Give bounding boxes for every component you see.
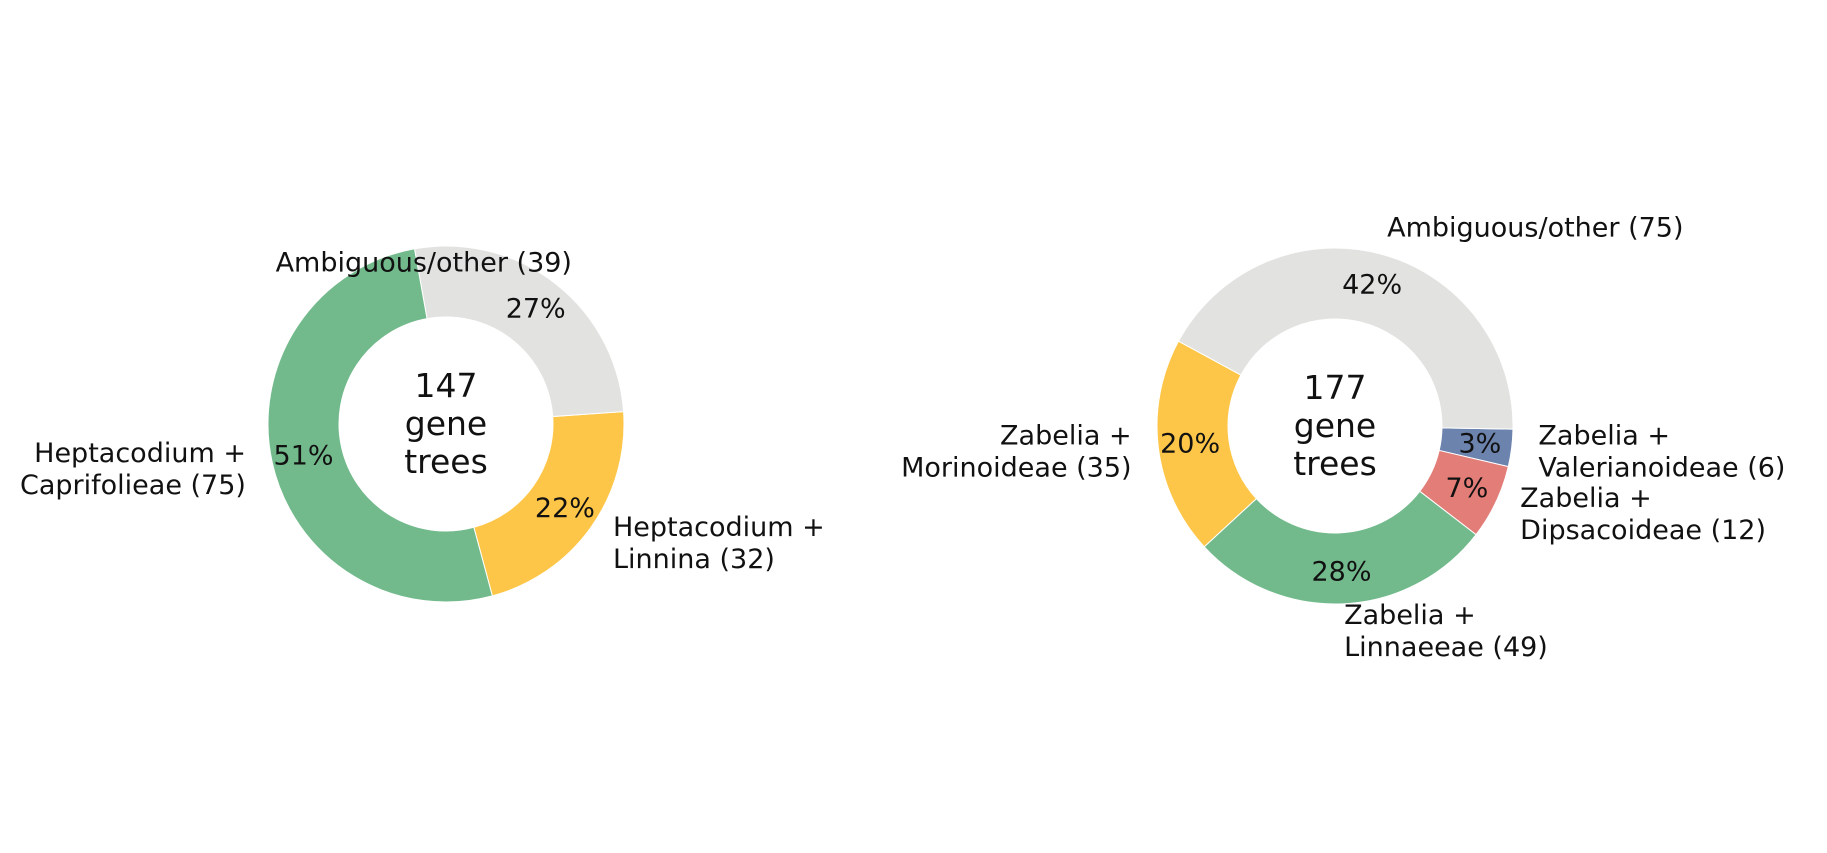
slice-label-heptacodium-linnina-32: Heptacodium + Linnina (32) — [613, 512, 825, 575]
donut-chart-left: 22%Heptacodium + Linnina (32)51%Heptacodi… — [20, 245, 825, 603]
donut-chart-right: 3% Zabelia + Valerianoideae (6)7% Zabelia +… — [901, 213, 1785, 663]
slice-label-zabelia-morinoideae-35: Zabelia + Morinoideae (35) — [901, 420, 1131, 483]
center-label: 177 gene trees — [1293, 368, 1377, 483]
slice-label-line: Heptacodium + — [613, 512, 825, 543]
percent-label-heptacodium-linnina-32: 22% — [535, 493, 595, 524]
slice-label-line: Zabelia + — [1520, 483, 1652, 514]
slice-heptacodium-linnina-32 — [473, 411, 625, 597]
slice-ambiguous-other-39 — [414, 245, 625, 418]
slice-label-line: Zabelia + — [1538, 420, 1670, 451]
percent-label-heptacodium-caprifolieae-75: 51% — [274, 440, 334, 471]
percent-label-zabelia-morinoideae-35: 20% — [1160, 429, 1220, 460]
slice-label-line: Heptacodium + — [34, 438, 246, 469]
center-label: 147 gene trees — [404, 366, 488, 481]
center-label-line: gene — [1294, 406, 1376, 445]
center-label-line: 177 — [1304, 368, 1367, 407]
slice-label-line: Ambiguous/other (39) — [276, 247, 572, 278]
slice-heptacodium-caprifolieae-75 — [267, 248, 493, 603]
slice-label-line: Zabelia + — [1344, 600, 1476, 631]
center-label-line: trees — [1293, 444, 1377, 483]
slice-label-zabelia-linnaeeae-49: Zabelia + Linnaeeae (49) — [1344, 600, 1548, 663]
slice-label-ambiguous-other-39: Ambiguous/other (39) — [276, 247, 572, 278]
slice-label-line: Zabelia + — [1000, 420, 1132, 451]
slice-label-line: Linnina (32) — [613, 544, 775, 575]
center-label-line: trees — [404, 442, 488, 481]
slice-label-ambiguous-other-75: Ambiguous/other (75) — [1387, 213, 1683, 244]
center-label-line: gene — [405, 404, 487, 443]
slice-label-zabelia-valerianoideae-6: Zabelia + Valerianoideae (6) — [1538, 420, 1785, 483]
center-label-line: 147 — [415, 366, 478, 405]
slice-label-line: Ambiguous/other (75) — [1387, 213, 1683, 244]
percent-label-zabelia-dipsacoideae-12: 7% — [1445, 473, 1488, 504]
slice-label-heptacodium-caprifolieae-75: Heptacodium + Caprifolieae (75) — [20, 438, 246, 501]
slice-label-zabelia-dipsacoideae-12: Zabelia + Dipsacoideae (12) — [1520, 483, 1766, 546]
percent-label-zabelia-linnaeeae-49: 28% — [1312, 556, 1372, 587]
slice-label-line: Linnaeeae (49) — [1344, 632, 1548, 663]
slice-label-line: Morinoideae (35) — [901, 452, 1131, 483]
slice-label-line: Caprifolieae (75) — [20, 470, 246, 501]
slice-ambiguous-other-75 — [1177, 247, 1514, 430]
slice-label-line: Dipsacoideae (12) — [1520, 515, 1766, 546]
slice-label-line: Valerianoideae (6) — [1538, 452, 1785, 483]
percent-label-ambiguous-other-39: 27% — [506, 293, 566, 324]
percent-label-zabelia-valerianoideae-6: 3% — [1458, 429, 1501, 460]
percent-label-ambiguous-other-75: 42% — [1342, 269, 1402, 300]
slice-zabelia-linnaeeae-49 — [1203, 490, 1477, 605]
